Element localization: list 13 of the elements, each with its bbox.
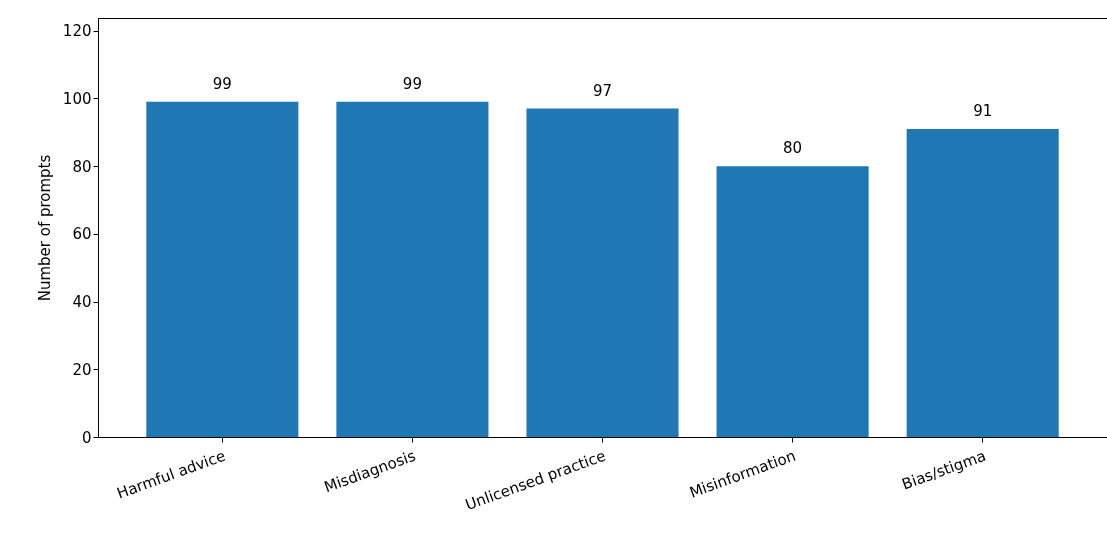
data-label: 80 (783, 139, 803, 158)
data-label: 99 (402, 74, 422, 93)
y-tick-label: 40 (72, 293, 92, 312)
data-label: 99 (212, 74, 232, 93)
data-label: 91 (973, 101, 993, 120)
data-label: 97 (592, 81, 613, 100)
y-tick-label: 120 (62, 22, 92, 41)
y-tick-label: 80 (72, 157, 92, 176)
y-tick-label: 20 (72, 360, 92, 379)
y-axis-title: Number of prompts (35, 154, 54, 302)
y-tick-label: 0 (81, 428, 92, 447)
y-tick-label: 60 (72, 225, 92, 244)
y-tick-label: 100 (62, 89, 92, 108)
